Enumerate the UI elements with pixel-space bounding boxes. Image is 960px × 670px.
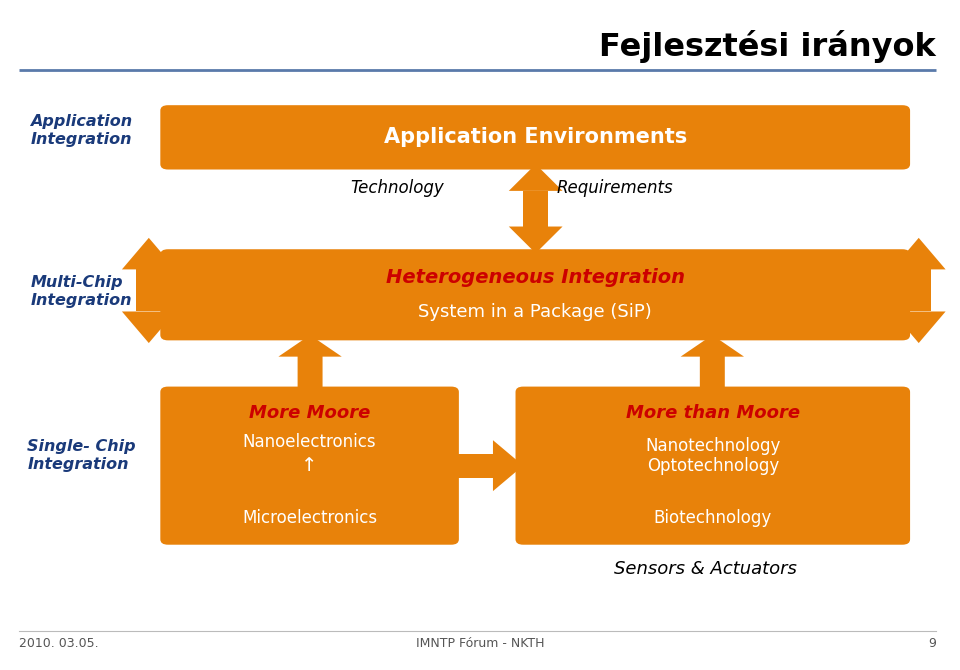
Polygon shape [136,269,161,312]
Text: IMNTP Fórum - NKTH: IMNTP Fórum - NKTH [416,636,544,650]
Text: Heterogeneous Integration: Heterogeneous Integration [386,268,684,287]
Text: ↑: ↑ [301,456,318,475]
Polygon shape [892,238,946,269]
FancyBboxPatch shape [516,387,910,545]
Text: Optotechnology: Optotechnology [647,457,779,474]
Polygon shape [892,312,946,343]
Polygon shape [122,312,176,343]
Polygon shape [681,335,744,392]
Polygon shape [523,191,548,226]
Text: More than Moore: More than Moore [626,405,800,422]
Text: 9: 9 [928,636,936,650]
Text: Application
Integration: Application Integration [31,115,132,147]
Text: Technology: Technology [350,179,444,196]
FancyBboxPatch shape [160,105,910,170]
Polygon shape [509,164,563,191]
Text: Fejlesztési irányok: Fejlesztési irányok [599,30,936,63]
Polygon shape [451,454,493,478]
Text: Application Environments: Application Environments [384,127,686,147]
Text: Microelectronics: Microelectronics [242,509,377,527]
Text: Nanoelectronics: Nanoelectronics [243,433,376,451]
Polygon shape [906,269,931,312]
Text: Nanotechnology: Nanotechnology [645,437,780,454]
Text: Sensors & Actuators: Sensors & Actuators [614,561,797,578]
Polygon shape [509,226,563,253]
Text: More Moore: More Moore [249,405,371,422]
Polygon shape [493,440,523,491]
Text: 2010. 03.05.: 2010. 03.05. [19,636,99,650]
Polygon shape [122,238,176,269]
Text: Biotechnology: Biotechnology [654,509,772,527]
FancyBboxPatch shape [160,387,459,545]
Text: Requirements: Requirements [557,179,673,196]
Polygon shape [278,335,342,392]
Text: Single- Chip
Integration: Single- Chip Integration [27,440,136,472]
FancyBboxPatch shape [160,249,910,340]
Text: System in a Package (SiP): System in a Package (SiP) [419,304,652,321]
Text: Multi-Chip
Integration: Multi-Chip Integration [31,275,132,308]
